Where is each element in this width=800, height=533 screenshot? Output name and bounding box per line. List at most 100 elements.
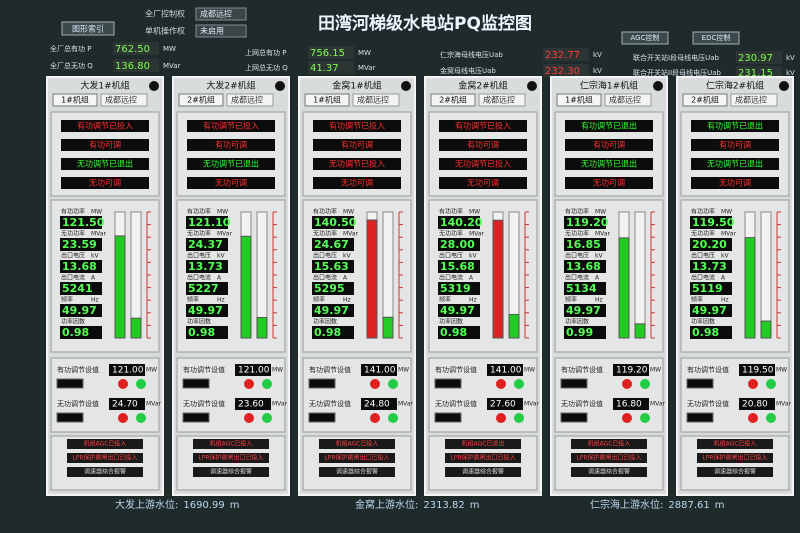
- unit-tab[interactable]: [682, 93, 728, 107]
- summary-label: 联合开关站I段母线电压Uab: [633, 53, 719, 62]
- setpoint-box[interactable]: [235, 364, 271, 376]
- setpoint-button[interactable]: [56, 412, 84, 423]
- setpoint-lamp[interactable]: [118, 413, 128, 423]
- setpoint-lamp[interactable]: [622, 413, 632, 423]
- setpoint-button[interactable]: [560, 412, 588, 423]
- measure-box: [438, 260, 480, 273]
- setpoint-lamp[interactable]: [136, 413, 146, 423]
- alarm-box: [697, 439, 773, 449]
- setpoint-box[interactable]: [739, 398, 775, 410]
- setpoint-box[interactable]: [109, 398, 145, 410]
- setpoint-box[interactable]: [109, 364, 145, 376]
- measure-box: [564, 282, 606, 295]
- alarm-text: LPR保护跳闸出口已投入: [72, 454, 137, 462]
- setpoint-button[interactable]: [308, 412, 336, 423]
- measure-box: [60, 238, 102, 251]
- measure-label: 无功功率: [439, 230, 463, 238]
- setpoint-label: 无功调节设值: [561, 399, 603, 408]
- setpoint-box[interactable]: [487, 398, 523, 410]
- summary-label: 金窝母线电压Uab: [440, 66, 496, 75]
- edc-button[interactable]: [692, 31, 740, 45]
- setpoint-box[interactable]: [361, 398, 397, 410]
- status-box: [439, 139, 527, 151]
- setpoint-lamp[interactable]: [244, 379, 254, 389]
- setpoint-lamp[interactable]: [766, 379, 776, 389]
- measure-unit: MW: [91, 209, 102, 216]
- measure-label: 出口电流: [313, 274, 337, 282]
- status-box: [439, 177, 527, 189]
- summary-value: 762.50: [115, 44, 150, 55]
- measure-value: 5119: [692, 282, 723, 295]
- measure-box: [564, 326, 606, 339]
- setpoint-lamp[interactable]: [640, 379, 650, 389]
- setpoint-value: 27.60: [490, 400, 516, 410]
- unit-tab[interactable]: [430, 93, 476, 107]
- setpoint-lamp[interactable]: [640, 413, 650, 423]
- setpoint-lamp[interactable]: [496, 379, 506, 389]
- alarm-box: [697, 467, 773, 477]
- setpoint-lamp[interactable]: [622, 379, 632, 389]
- setpoint-lamp[interactable]: [388, 379, 398, 389]
- unit-tab[interactable]: [304, 93, 350, 107]
- alarm-box: [67, 453, 143, 463]
- summary-value: 136.80: [115, 61, 150, 72]
- measure-box: [564, 216, 606, 229]
- setpoint-lamp[interactable]: [118, 379, 128, 389]
- setpoint-button[interactable]: [56, 378, 84, 389]
- setpoint-unit: MW: [398, 367, 409, 374]
- summary-value: 231.15: [738, 68, 773, 79]
- setpoint-box[interactable]: [613, 398, 649, 410]
- unit-tab[interactable]: [52, 93, 98, 107]
- unit-tab[interactable]: [178, 93, 224, 107]
- setpoint-lamp[interactable]: [244, 413, 254, 423]
- setpoint-lamp[interactable]: [262, 379, 272, 389]
- unit-tab[interactable]: [556, 93, 602, 107]
- setpoint-lamp[interactable]: [496, 413, 506, 423]
- measure-value: 13.68: [566, 260, 601, 273]
- measure-box: [690, 238, 732, 251]
- status-text: 无功调节已退出: [707, 159, 763, 169]
- unit-name: 金窝1#机组: [332, 80, 381, 92]
- status-text: 有功调节已投入: [455, 121, 511, 131]
- unit-control: 成都远控: [735, 95, 767, 105]
- setpoint-lamp[interactable]: [370, 413, 380, 423]
- index-button-label: 图形索引: [72, 24, 104, 34]
- setpoint-button[interactable]: [560, 378, 588, 389]
- setpoint-lamp[interactable]: [766, 413, 776, 423]
- alarm-text: 机组AGC已投入: [336, 440, 379, 448]
- setpoint-lamp[interactable]: [514, 379, 524, 389]
- setpoint-lamp[interactable]: [370, 379, 380, 389]
- setpoint-box[interactable]: [235, 398, 271, 410]
- setpoint-lamp[interactable]: [748, 379, 758, 389]
- setpoint-box[interactable]: [487, 364, 523, 376]
- measure-label: 出口电流: [565, 274, 589, 282]
- setpoint-button[interactable]: [686, 378, 714, 389]
- setpoint-lamp[interactable]: [748, 413, 758, 423]
- setpoint-lamp[interactable]: [136, 379, 146, 389]
- alarm-box: [571, 439, 647, 449]
- alarm-box: [571, 453, 647, 463]
- unit-tab-label: 2#机组: [187, 95, 215, 105]
- status-text: 无功调节已退出: [203, 159, 259, 169]
- measure-value: 5319: [440, 282, 471, 295]
- index-button[interactable]: [61, 21, 115, 36]
- agc-button[interactable]: [621, 31, 669, 45]
- setpoint-button[interactable]: [308, 378, 336, 389]
- setpoint-lamp[interactable]: [262, 413, 272, 423]
- setpoint-box[interactable]: [739, 364, 775, 376]
- gauge-bar: [508, 313, 520, 339]
- measure-label: 有功功率: [313, 208, 337, 216]
- setpoint-box[interactable]: [361, 364, 397, 376]
- setpoint-button[interactable]: [182, 378, 210, 389]
- setpoint-box[interactable]: [613, 364, 649, 376]
- measure-unit: A: [217, 275, 222, 282]
- setpoint-button[interactable]: [434, 412, 462, 423]
- summary-unit: kV: [786, 69, 795, 77]
- setpoint-lamp[interactable]: [388, 413, 398, 423]
- unit-control: 成都远控: [105, 95, 137, 105]
- setpoint-button[interactable]: [182, 412, 210, 423]
- setpoint-lamp[interactable]: [514, 413, 524, 423]
- setpoint-button[interactable]: [686, 412, 714, 423]
- setpoint-button[interactable]: [434, 378, 462, 389]
- unit-tab-label: 1#机组: [313, 95, 341, 105]
